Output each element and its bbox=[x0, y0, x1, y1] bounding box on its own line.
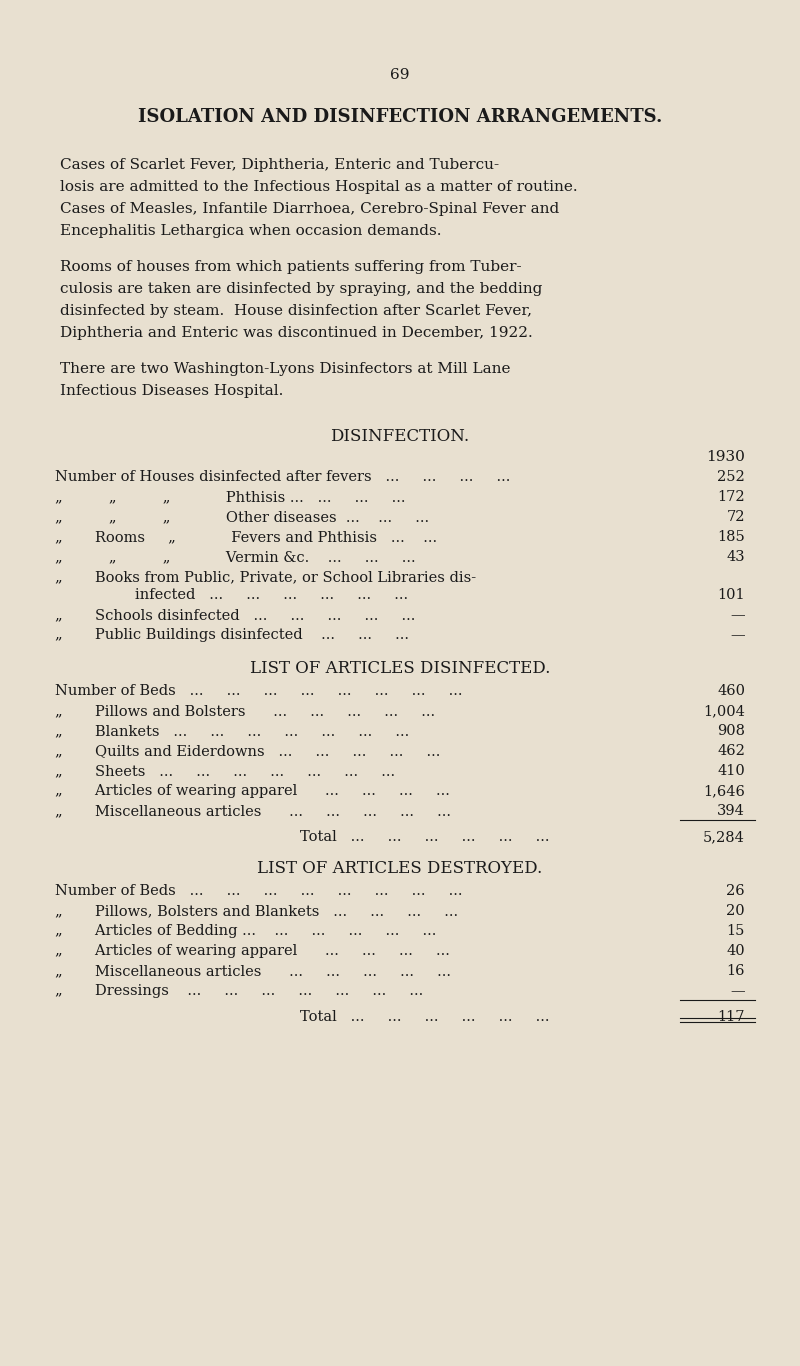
Text: —: — bbox=[730, 608, 745, 622]
Text: 394: 394 bbox=[717, 805, 745, 818]
Text: Cases of Scarlet Fever, Diphtheria, Enteric and Tubercu-: Cases of Scarlet Fever, Diphtheria, Ente… bbox=[60, 158, 499, 172]
Text: „       Books from Public, Private, or School Libraries dis-: „ Books from Public, Private, or School … bbox=[55, 570, 476, 585]
Text: 185: 185 bbox=[718, 530, 745, 544]
Text: 117: 117 bbox=[718, 1009, 745, 1024]
Text: LIST OF ARTICLES DISINFECTED.: LIST OF ARTICLES DISINFECTED. bbox=[250, 660, 550, 678]
Text: „       Blankets   ...     ...     ...     ...     ...     ...     ...: „ Blankets ... ... ... ... ... ... ... bbox=[55, 724, 410, 738]
Text: 1930: 1930 bbox=[706, 449, 745, 464]
Text: —: — bbox=[730, 984, 745, 999]
Text: culosis are taken are disinfected by spraying, and the bedding: culosis are taken are disinfected by spr… bbox=[60, 281, 542, 296]
Text: 1,004: 1,004 bbox=[703, 703, 745, 719]
Text: 43: 43 bbox=[726, 550, 745, 564]
Text: 16: 16 bbox=[726, 964, 745, 978]
Text: „          „          „            Other diseases  ...    ...     ...: „ „ „ Other diseases ... ... ... bbox=[55, 510, 429, 525]
Text: disinfected by steam.  House disinfection after Scarlet Fever,: disinfected by steam. House disinfection… bbox=[60, 305, 532, 318]
Text: 908: 908 bbox=[717, 724, 745, 738]
Text: „       Miscellaneous articles      ...     ...     ...     ...     ...: „ Miscellaneous articles ... ... ... ...… bbox=[55, 805, 451, 818]
Text: 26: 26 bbox=[726, 884, 745, 897]
Text: Number of Houses disinfected after fevers   ...     ...     ...     ...: Number of Houses disinfected after fever… bbox=[55, 470, 510, 484]
Text: 172: 172 bbox=[718, 490, 745, 504]
Text: 462: 462 bbox=[717, 744, 745, 758]
Text: Encephalitis Lethargica when occasion demands.: Encephalitis Lethargica when occasion de… bbox=[60, 224, 442, 238]
Text: „       Pillows and Bolsters      ...     ...     ...     ...     ...: „ Pillows and Bolsters ... ... ... ... .… bbox=[55, 703, 435, 719]
Text: 20: 20 bbox=[726, 904, 745, 918]
Text: losis are admitted to the Infectious Hospital as a matter of routine.: losis are admitted to the Infectious Hos… bbox=[60, 180, 578, 194]
Text: Cases of Measles, Infantile Diarrhoea, Cerebro-Spinal Fever and: Cases of Measles, Infantile Diarrhoea, C… bbox=[60, 202, 559, 216]
Text: „       Dressings    ...     ...     ...     ...     ...     ...     ...: „ Dressings ... ... ... ... ... ... ... bbox=[55, 984, 423, 999]
Text: „          „          „            Vermin &c.    ...     ...     ...: „ „ „ Vermin &c. ... ... ... bbox=[55, 550, 416, 564]
Text: 15: 15 bbox=[726, 923, 745, 938]
Text: 460: 460 bbox=[717, 684, 745, 698]
Text: 101: 101 bbox=[718, 587, 745, 602]
Text: „       Rooms     „            Fevers and Phthisis   ...    ...: „ Rooms „ Fevers and Phthisis ... ... bbox=[55, 530, 437, 544]
Text: LIST OF ARTICLES DESTROYED.: LIST OF ARTICLES DESTROYED. bbox=[258, 861, 542, 877]
Text: Number of Beds   ...     ...     ...     ...     ...     ...     ...     ...: Number of Beds ... ... ... ... ... ... .… bbox=[55, 884, 462, 897]
Text: DISINFECTION.: DISINFECTION. bbox=[330, 428, 470, 445]
Text: „       Articles of Bedding ...    ...     ...     ...     ...     ...: „ Articles of Bedding ... ... ... ... ..… bbox=[55, 923, 436, 938]
Text: 252: 252 bbox=[718, 470, 745, 484]
Text: „       Miscellaneous articles      ...     ...     ...     ...     ...: „ Miscellaneous articles ... ... ... ...… bbox=[55, 964, 451, 978]
Text: 1,646: 1,646 bbox=[703, 784, 745, 798]
Text: „       Articles of wearing apparel      ...     ...     ...     ...: „ Articles of wearing apparel ... ... ..… bbox=[55, 944, 450, 958]
Text: „       Quilts and Eiderdowns   ...     ...     ...     ...     ...: „ Quilts and Eiderdowns ... ... ... ... … bbox=[55, 744, 440, 758]
Text: Total   ...     ...     ...     ...     ...     ...: Total ... ... ... ... ... ... bbox=[300, 1009, 550, 1024]
Text: 69: 69 bbox=[390, 68, 410, 82]
Text: Number of Beds   ...     ...     ...     ...     ...     ...     ...     ...: Number of Beds ... ... ... ... ... ... .… bbox=[55, 684, 462, 698]
Text: There are two Washington-Lyons Disinfectors at Mill Lane: There are two Washington-Lyons Disinfect… bbox=[60, 362, 510, 376]
Text: Total   ...     ...     ...     ...     ...     ...: Total ... ... ... ... ... ... bbox=[300, 831, 550, 844]
Text: „       Public Buildings disinfected    ...     ...     ...: „ Public Buildings disinfected ... ... .… bbox=[55, 628, 409, 642]
Text: —: — bbox=[730, 628, 745, 642]
Text: 5,284: 5,284 bbox=[703, 831, 745, 844]
Text: „       Schools disinfected   ...     ...     ...     ...     ...: „ Schools disinfected ... ... ... ... ..… bbox=[55, 608, 415, 622]
Text: „          „          „            Phthisis ...   ...     ...     ...: „ „ „ Phthisis ... ... ... ... bbox=[55, 490, 406, 504]
Text: 72: 72 bbox=[726, 510, 745, 525]
Text: „       Pillows, Bolsters and Blankets   ...     ...     ...     ...: „ Pillows, Bolsters and Blankets ... ...… bbox=[55, 904, 458, 918]
Text: 410: 410 bbox=[718, 764, 745, 779]
Text: infected   ...     ...     ...     ...     ...     ...: infected ... ... ... ... ... ... bbox=[135, 587, 408, 602]
Text: Infectious Diseases Hospital.: Infectious Diseases Hospital. bbox=[60, 384, 283, 398]
Text: 40: 40 bbox=[726, 944, 745, 958]
Text: ISOLATION AND DISINFECTION ARRANGEMENTS.: ISOLATION AND DISINFECTION ARRANGEMENTS. bbox=[138, 108, 662, 126]
Text: Diphtheria and Enteric was discontinued in December, 1922.: Diphtheria and Enteric was discontinued … bbox=[60, 326, 533, 340]
Text: „       Articles of wearing apparel      ...     ...     ...     ...: „ Articles of wearing apparel ... ... ..… bbox=[55, 784, 450, 798]
Text: „       Sheets   ...     ...     ...     ...     ...     ...     ...: „ Sheets ... ... ... ... ... ... ... bbox=[55, 764, 395, 779]
Text: Rooms of houses from which patients suffering from Tuber-: Rooms of houses from which patients suff… bbox=[60, 260, 522, 275]
